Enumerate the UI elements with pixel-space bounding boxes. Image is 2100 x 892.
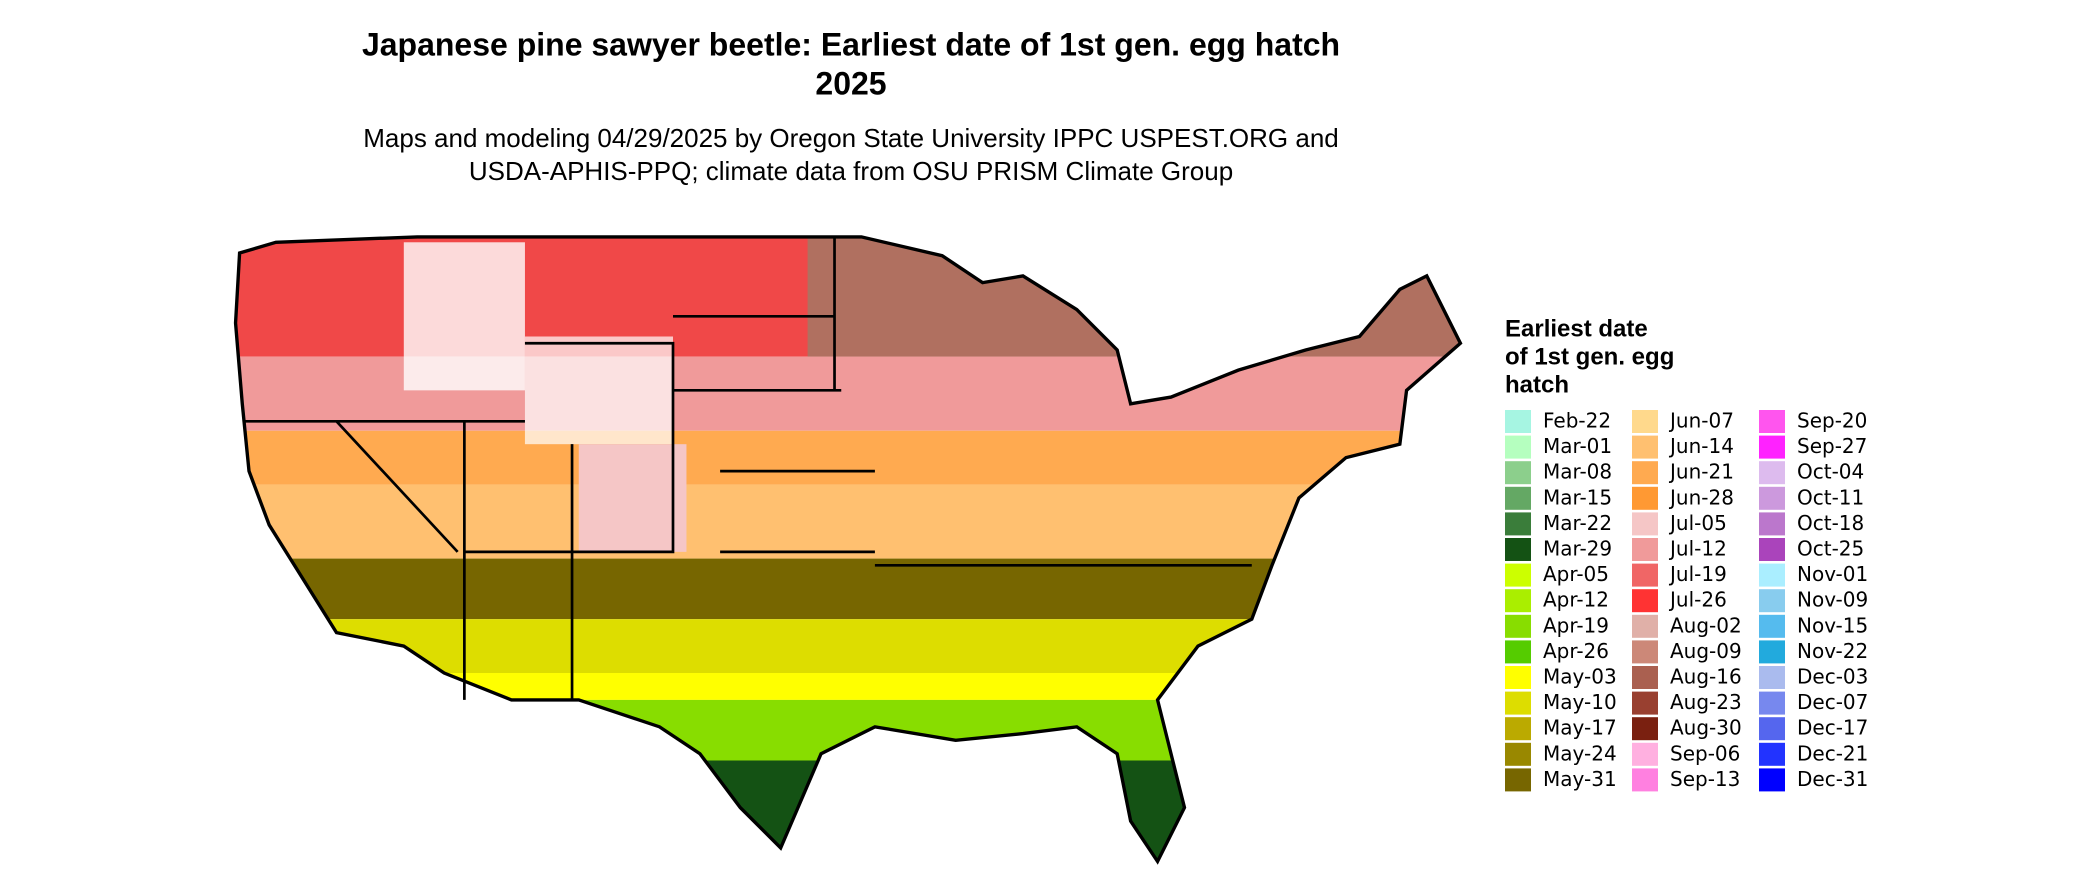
legend-label: Apr-12	[1543, 588, 1609, 612]
legend-swatch	[1759, 666, 1785, 689]
legend-swatch	[1632, 563, 1658, 587]
legend-label: Dec-07	[1797, 690, 1868, 714]
legend-label: Oct-11	[1797, 485, 1864, 509]
legend-label: Jun-21	[1668, 460, 1734, 484]
legend-label: Aug-09	[1670, 639, 1742, 663]
legend-label: Apr-19	[1543, 613, 1609, 637]
legend-label: Mar-08	[1543, 460, 1612, 484]
legend: Feb-22Mar-01Mar-08Mar-15Mar-22Mar-29Apr-…	[1505, 409, 1868, 792]
legend-swatch	[1505, 589, 1531, 613]
title: 2025	[815, 65, 886, 101]
subtitle: USDA-APHIS-PPQ; climate data from OSU PR…	[469, 156, 1233, 186]
legend-label: Dec-03	[1797, 665, 1868, 689]
legend-swatch	[1632, 435, 1658, 459]
subtitle: Maps and modeling 04/29/2025 by Oregon S…	[363, 123, 1339, 153]
legend-label: Jul-26	[1668, 588, 1727, 612]
legend-swatch	[1505, 717, 1531, 741]
legend-label: Aug-23	[1670, 690, 1742, 714]
legend-label: May-03	[1543, 665, 1617, 689]
legend-label: Aug-30	[1670, 716, 1742, 740]
legend-label: Apr-26	[1543, 639, 1609, 663]
legend-swatch	[1632, 461, 1658, 485]
legend-swatch	[1759, 691, 1785, 715]
legend-swatch	[1632, 512, 1658, 536]
legend-swatch	[1632, 410, 1658, 433]
legend-label: Aug-02	[1670, 613, 1742, 637]
legend-swatch	[1505, 435, 1531, 459]
legend-label: May-24	[1543, 741, 1617, 765]
legend-label: Jun-14	[1668, 434, 1734, 458]
legend-swatch	[1505, 563, 1531, 587]
legend-swatch	[1505, 512, 1531, 536]
legend-swatch	[1632, 768, 1658, 792]
legend-swatch	[1759, 717, 1785, 741]
legend-swatch	[1632, 589, 1658, 613]
legend-label: Jun-07	[1668, 409, 1734, 433]
legend-label: Aug-16	[1670, 665, 1742, 689]
legend-swatch	[1505, 486, 1531, 510]
legend-label: Mar-29	[1543, 537, 1612, 561]
legend-swatch	[1632, 717, 1658, 741]
legend-title: hatch	[1505, 371, 1569, 398]
legend-swatch	[1505, 640, 1531, 664]
legend-swatch	[1632, 742, 1658, 766]
legend-label: Jul-19	[1668, 562, 1727, 586]
legend-swatch	[1759, 410, 1785, 433]
legend-label: Nov-15	[1797, 613, 1868, 637]
legend-label: Sep-13	[1670, 767, 1740, 791]
legend-swatch	[1759, 742, 1785, 766]
legend-label: Nov-22	[1797, 639, 1868, 663]
legend-label: Oct-04	[1797, 460, 1864, 484]
legend-swatch	[1632, 666, 1658, 689]
legend-label: Jul-12	[1668, 537, 1727, 561]
legend-swatch	[1759, 640, 1785, 664]
legend-title: Earliest date	[1505, 315, 1648, 342]
legend-swatch	[1505, 538, 1531, 561]
legend-swatch	[1505, 742, 1531, 766]
legend-swatch	[1759, 768, 1785, 792]
legend-label: Mar-01	[1543, 434, 1612, 458]
legend-swatch	[1759, 435, 1785, 459]
legend-label: Dec-21	[1797, 741, 1868, 765]
legend-label: Sep-06	[1670, 741, 1740, 765]
legend-swatch	[1632, 486, 1658, 510]
legend-label: Feb-22	[1543, 409, 1611, 433]
legend-swatch	[1505, 768, 1531, 792]
legend-label: Mar-15	[1543, 485, 1612, 509]
legend-label: Jun-28	[1668, 485, 1734, 509]
legend-swatch	[1505, 614, 1531, 638]
legend-label: Sep-20	[1797, 409, 1867, 433]
legend-swatch	[1632, 614, 1658, 638]
legend-swatch	[1759, 589, 1785, 613]
legend-title: of 1st gen. egg	[1505, 343, 1674, 370]
legend-label: Sep-27	[1797, 434, 1867, 458]
legend-label: Dec-31	[1797, 767, 1868, 791]
legend-swatch	[1759, 563, 1785, 587]
legend-label: May-31	[1543, 767, 1617, 791]
legend-swatch	[1759, 538, 1785, 561]
legend-swatch	[1632, 538, 1658, 561]
legend-label: Nov-09	[1797, 588, 1868, 612]
legend-swatch	[1632, 640, 1658, 664]
legend-swatch	[1505, 691, 1531, 715]
legend-swatch	[1759, 461, 1785, 485]
legend-label: Nov-01	[1797, 562, 1868, 586]
title: Japanese pine sawyer beetle: Earliest da…	[362, 26, 1340, 62]
legend-swatch	[1505, 666, 1531, 689]
legend-label: May-17	[1543, 716, 1617, 740]
legend-swatch	[1759, 614, 1785, 638]
legend-swatch	[1759, 512, 1785, 536]
legend-label: Oct-25	[1797, 537, 1864, 561]
legend-swatch	[1759, 486, 1785, 510]
legend-label: Jul-05	[1668, 511, 1727, 535]
legend-label: Oct-18	[1797, 511, 1864, 535]
legend-swatch	[1505, 410, 1531, 433]
legend-label: Mar-22	[1543, 511, 1612, 535]
legend-swatch	[1632, 691, 1658, 715]
legend-label: May-10	[1543, 690, 1617, 714]
legend-swatch	[1505, 461, 1531, 485]
legend-label: Dec-17	[1797, 716, 1868, 740]
legend-label: Apr-05	[1543, 562, 1609, 586]
